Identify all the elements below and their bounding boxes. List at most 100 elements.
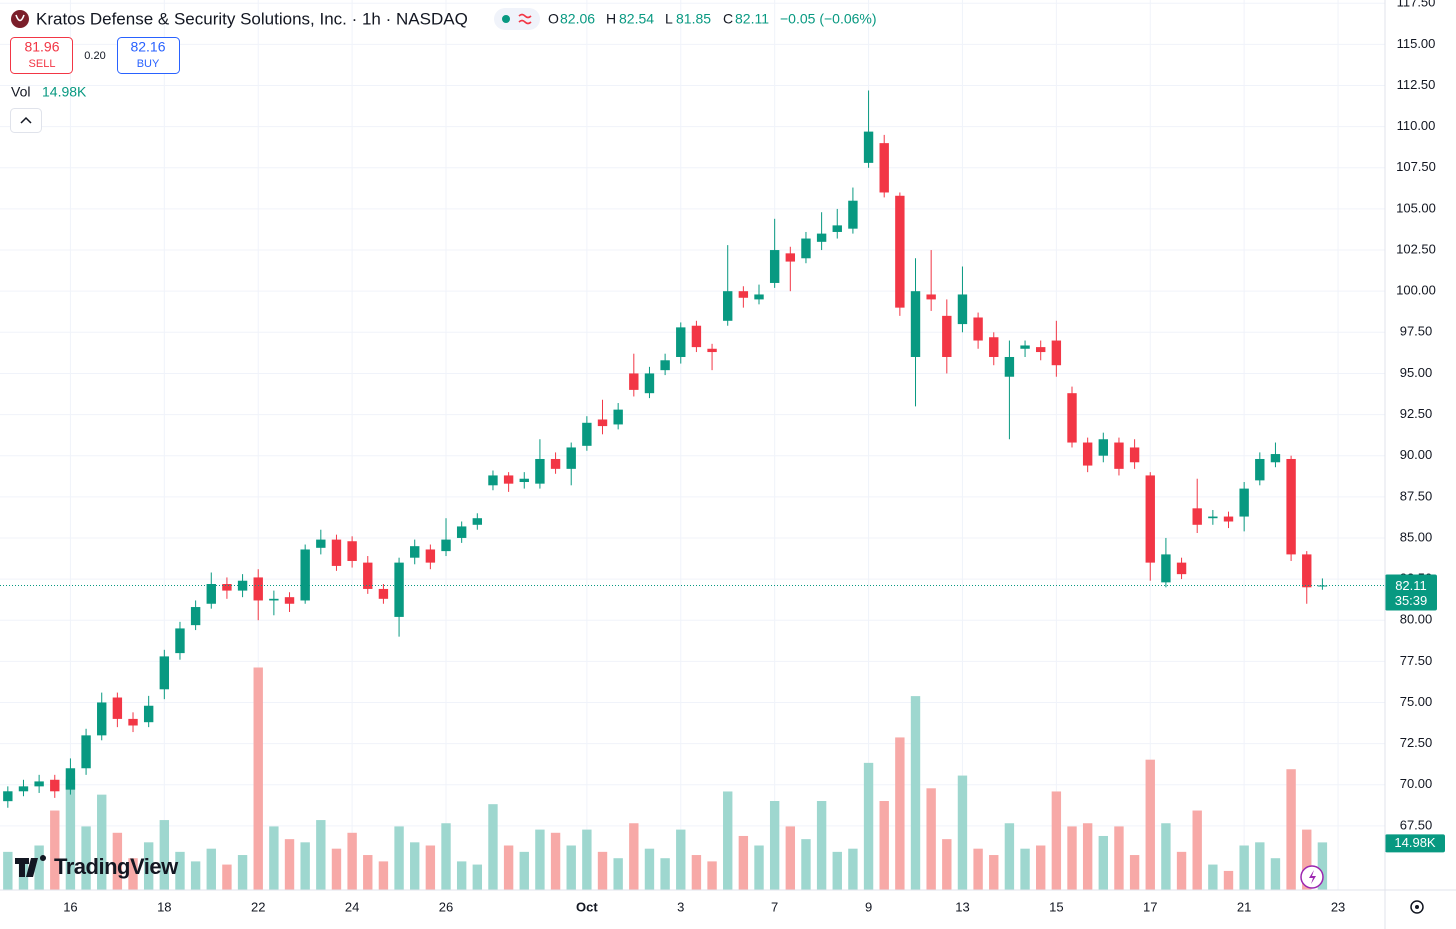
- candle-body: [175, 628, 185, 654]
- candle-body: [112, 697, 123, 719]
- volume-bar: [832, 851, 842, 890]
- candle-body: [660, 360, 670, 371]
- candle-body: [989, 337, 999, 357]
- last-price-label: 82.11: [1395, 578, 1427, 593]
- watermark: TradingView: [54, 854, 179, 879]
- axis-layer: 67.5070.0072.5075.0077.5080.0082.5085.00…: [63, 0, 1445, 914]
- candle-body: [50, 779, 60, 792]
- candle-body: [910, 291, 921, 357]
- volume-bar: [535, 829, 545, 890]
- y-tick-label: 70.00: [1400, 776, 1433, 791]
- candle-body: [863, 131, 874, 163]
- symbol-logo: [11, 10, 29, 28]
- ohlc-key: C: [723, 11, 733, 27]
- candle-body: [1302, 554, 1312, 588]
- candle-body: [754, 294, 764, 300]
- volume-bar: [519, 851, 529, 890]
- y-tick-label: 95.00: [1400, 365, 1433, 380]
- candle-body: [816, 233, 827, 242]
- y-tick-label: 90.00: [1400, 447, 1433, 462]
- candle-body: [316, 539, 326, 548]
- candle-body: [128, 718, 138, 726]
- candle-body: [300, 549, 310, 601]
- ohlc-value: 81.85: [676, 11, 711, 27]
- volume-bar: [613, 858, 623, 890]
- volume-bar: [378, 861, 389, 890]
- volume-bar: [1051, 791, 1062, 890]
- candle-body: [942, 315, 952, 357]
- candle-body: [503, 475, 514, 484]
- tv-logo: [15, 855, 46, 877]
- volume-bar: [190, 861, 201, 890]
- volume-bar: [1286, 769, 1296, 890]
- candle-body: [18, 786, 29, 792]
- candle-body: [378, 588, 389, 599]
- candle-body: [1176, 562, 1187, 575]
- candle-body: [1004, 356, 1015, 377]
- candle-body: [410, 546, 420, 558]
- y-tick-label: 105.00: [1396, 200, 1436, 215]
- candle-body: [1067, 393, 1077, 443]
- candle-body: [1255, 458, 1265, 481]
- x-tick-label: Oct: [576, 899, 598, 914]
- volume-bar: [284, 839, 295, 890]
- candle-body: [81, 735, 91, 769]
- volume-bar: [566, 845, 576, 890]
- candle-body: [347, 541, 357, 561]
- candle-body: [1129, 447, 1140, 463]
- candle-body: [1286, 458, 1296, 555]
- volume-bar: [957, 775, 968, 890]
- volume-bar: [1004, 823, 1015, 890]
- y-tick-label: 85.00: [1400, 529, 1433, 544]
- volume-bar: [785, 826, 796, 890]
- buy-label: BUY: [137, 58, 160, 70]
- candle-body: [1020, 345, 1030, 349]
- candle-body: [1114, 442, 1124, 469]
- collapse-button[interactable]: [10, 108, 42, 133]
- volume-bar: [816, 801, 827, 890]
- sell-label: SELL: [29, 58, 56, 70]
- candle-body: [629, 373, 639, 390]
- candle-body: [738, 291, 749, 298]
- candle-body: [1082, 442, 1093, 466]
- candle-body: [1223, 516, 1234, 522]
- settings-icon[interactable]: [1410, 900, 1424, 914]
- volume-bar: [363, 855, 373, 890]
- volume-bar: [1145, 759, 1155, 890]
- volume-bar: [50, 810, 60, 890]
- x-tick-label: 15: [1049, 899, 1063, 914]
- volume-bar: [128, 858, 138, 890]
- candle-body: [769, 250, 780, 283]
- volume-bar: [769, 801, 780, 890]
- candle-body: [691, 325, 702, 348]
- volume-bar: [112, 832, 123, 890]
- y-tick-label: 117.50: [1397, 0, 1436, 10]
- volume-bar: [597, 851, 608, 890]
- y-tick-label: 72.50: [1400, 735, 1433, 750]
- volume-bar: [1161, 823, 1171, 890]
- candle-body: [973, 317, 983, 341]
- sell-button[interactable]: [10, 37, 73, 74]
- spread: 0.20: [84, 50, 105, 62]
- buy-button[interactable]: [117, 37, 180, 74]
- candle-body: [644, 373, 655, 394]
- y-tick-label: 115.00: [1397, 36, 1436, 51]
- volume-bar: [1192, 810, 1202, 890]
- volume-bar: [175, 851, 185, 890]
- candle-body: [879, 143, 889, 193]
- x-tick-label: 7: [771, 899, 778, 914]
- y-tick-label: 80.00: [1400, 612, 1433, 627]
- volume-bar: [347, 832, 357, 890]
- sell-price: 81.96: [24, 39, 59, 55]
- status-pill[interactable]: [494, 8, 540, 30]
- volume-bar: [34, 845, 44, 890]
- volume-bar: [300, 842, 310, 890]
- x-tick-label: 23: [1331, 899, 1345, 914]
- volume-bar: [3, 851, 13, 890]
- volume-bar: [723, 791, 733, 890]
- volume-bar: [582, 829, 592, 890]
- volume-bar: [316, 820, 326, 890]
- volume-bar: [441, 823, 451, 890]
- volume-bar: [550, 832, 561, 890]
- volume-bar: [1067, 826, 1077, 890]
